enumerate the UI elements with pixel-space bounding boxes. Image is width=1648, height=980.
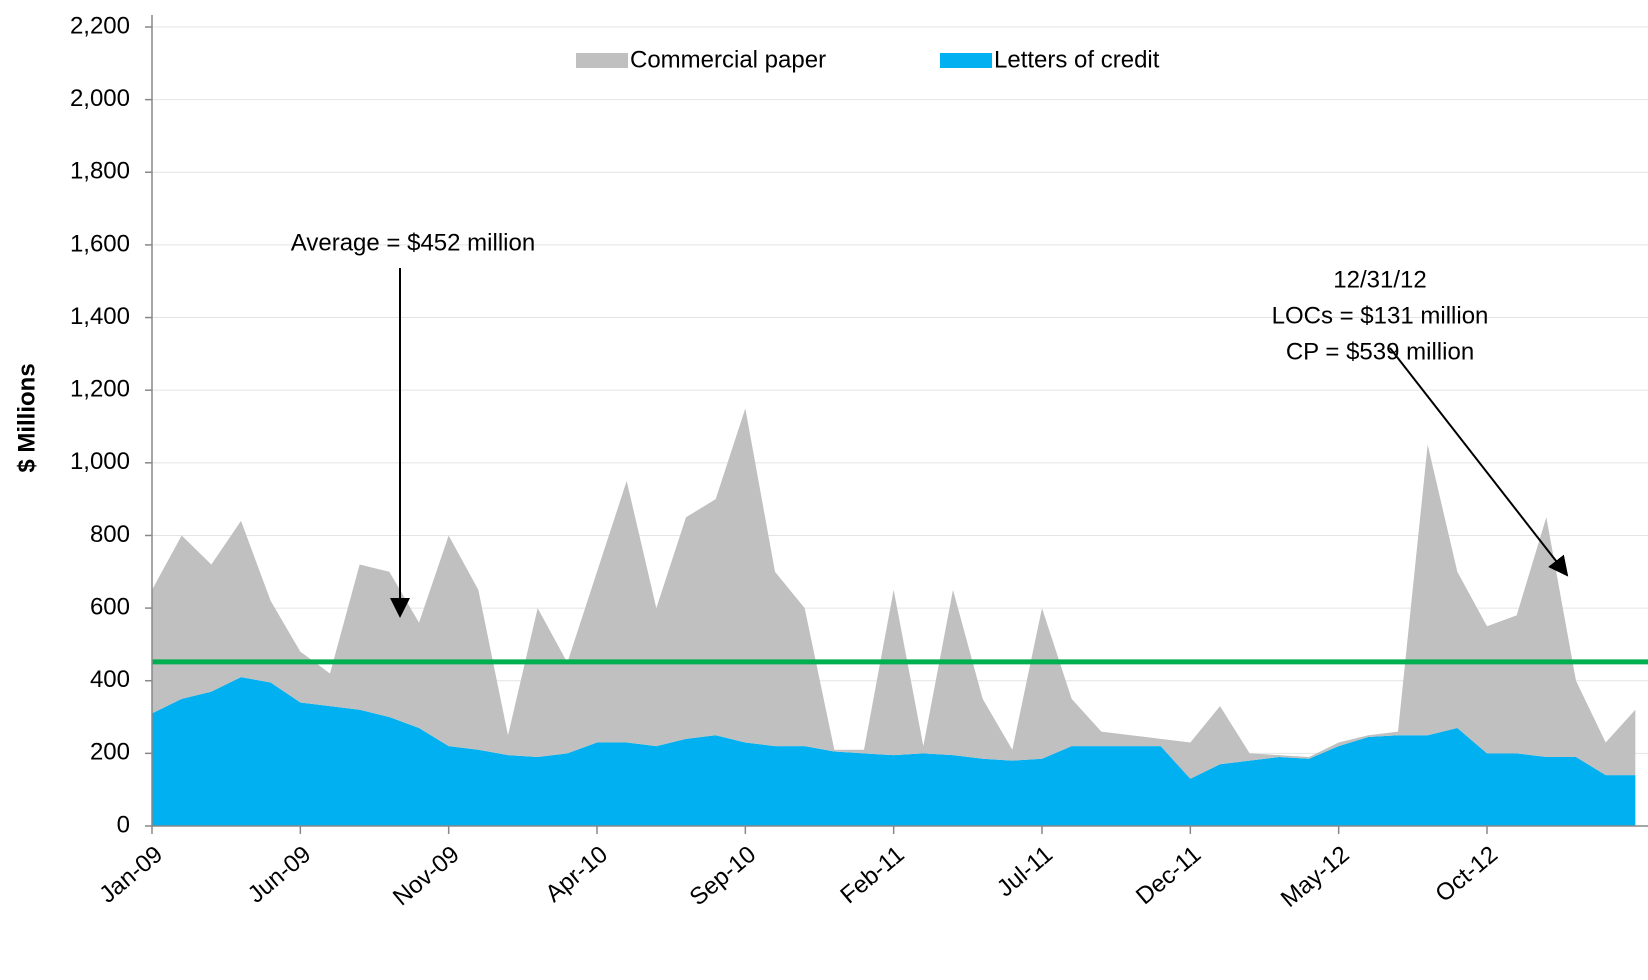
y-tick-label: 800 [90, 521, 130, 548]
y-tick-label: 0 [117, 811, 130, 838]
annotation: LOCs = $131 million [1272, 302, 1489, 329]
y-tick-label: 1,200 [70, 376, 130, 403]
y-tick-label: 2,000 [70, 85, 130, 112]
x-tick-label: Dec-11 [1131, 841, 1206, 910]
y-tick-label: 1,000 [70, 448, 130, 475]
y-tick-label: 1,600 [70, 230, 130, 257]
x-tick-label: Jan-09 [94, 841, 168, 909]
legend-label: Commercial paper [630, 46, 826, 73]
x-tick-label: Apr-10 [540, 841, 613, 908]
legend-swatch [940, 53, 992, 68]
area [152, 677, 1636, 826]
annotation-arrow [1389, 347, 1569, 577]
legend-swatch [576, 53, 628, 68]
y-tick-label: 1,400 [70, 303, 130, 330]
legend-label: Letters of credit [994, 46, 1160, 73]
x-tick-label: May-12 [1276, 841, 1355, 913]
x-tick-label: Feb-11 [835, 841, 909, 909]
y-tick-label: 600 [90, 593, 130, 620]
annotation: 12/31/12 [1333, 266, 1426, 293]
y-tick-label: 400 [90, 666, 130, 693]
x-tick-label: Jul-11 [992, 841, 1058, 903]
x-tick-label: Nov-09 [388, 841, 465, 911]
x-tick-label: Sep-10 [685, 841, 762, 911]
area [152, 408, 1636, 779]
y-tick-label: 200 [90, 739, 130, 766]
annotation: Average = $452 million [291, 229, 535, 256]
x-tick-label: Oct-12 [1430, 841, 1503, 908]
annotation: CP = $539 million [1286, 338, 1474, 365]
y-axis-label: $ Millions [13, 363, 40, 472]
y-tick-label: 1,800 [70, 158, 130, 185]
x-tick-label: Jun-09 [243, 841, 317, 909]
y-tick-label: 2,200 [70, 12, 130, 39]
